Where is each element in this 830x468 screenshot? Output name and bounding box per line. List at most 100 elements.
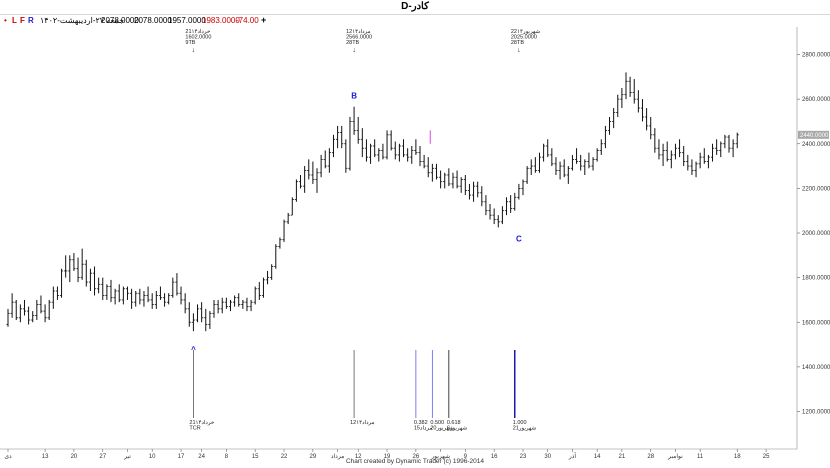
price-axis: 1200.0000 1400.0000 1600.0000 1800.0000 2000… xyxy=(797,53,830,416)
ohlc-bar xyxy=(595,148,599,162)
cycle-label: 21شهریور xyxy=(513,426,537,432)
ohlc-bar xyxy=(480,186,484,207)
x-tick-label: 26 xyxy=(413,454,420,460)
ohlc-bar xyxy=(31,311,35,323)
ohlc-bar xyxy=(702,148,706,164)
ohlc-bar xyxy=(80,248,84,280)
file-button[interactable]: F xyxy=(20,16,25,25)
last-price-label: 2440.0000 xyxy=(800,133,829,139)
ohlc-bar xyxy=(484,195,488,216)
cycle-label: 6شهریور xyxy=(447,426,468,432)
ohlc-bar xyxy=(504,197,509,216)
refresh-button[interactable]: R xyxy=(28,16,34,25)
ohlc-bar xyxy=(270,264,274,280)
ohlc-bar xyxy=(682,145,686,167)
ohlc-bar xyxy=(690,159,694,175)
change-value: -74.00 xyxy=(236,16,259,25)
add-button[interactable]: + xyxy=(261,15,267,25)
ohlc-bar xyxy=(476,181,480,198)
ohlc-bar xyxy=(212,299,216,318)
ohlc-bar xyxy=(727,134,731,153)
ohlc-bar xyxy=(574,148,579,164)
ohlc-bar xyxy=(35,299,39,321)
ohlc-bar xyxy=(117,284,121,303)
ohlc-bar xyxy=(344,139,348,173)
x-tick-label: 27 xyxy=(99,454,106,460)
x-tick-label: 25 xyxy=(763,454,770,460)
y-tick-label: 1400.0000 xyxy=(802,365,830,371)
ohlc-bar xyxy=(710,143,715,162)
ohlc-bar xyxy=(430,163,434,182)
ohlc-bar xyxy=(669,150,673,169)
x-tick-label: 29 xyxy=(310,454,317,460)
ohlc-bar xyxy=(603,125,607,149)
ohlc-bar xyxy=(187,302,191,327)
ohlc-bar xyxy=(529,159,533,175)
ohlc-bar xyxy=(719,141,723,158)
ohlc-bar xyxy=(698,152,702,169)
ohlc-bar xyxy=(294,179,298,202)
ohlc-bar xyxy=(558,161,562,180)
ohlc-bar xyxy=(414,139,418,155)
ohlc-bar xyxy=(368,143,373,164)
ohlc-bar xyxy=(583,159,587,175)
chart-credit: Chart created by Dynamic Trader (c) 1996… xyxy=(346,458,484,465)
ohlc-bar xyxy=(158,286,163,300)
ohlc-bar xyxy=(348,116,352,171)
status-dot: • xyxy=(4,16,7,25)
ohlc-bar xyxy=(443,172,447,189)
ohlc-bar xyxy=(410,145,414,164)
x-tick-label: آذر xyxy=(568,452,577,460)
ohlc-bar xyxy=(47,299,51,321)
ohlc-bar xyxy=(105,284,109,300)
x-tick-label: 14 xyxy=(594,454,601,460)
ohlc-bar xyxy=(18,304,22,323)
x-tick-label: 22 xyxy=(281,454,288,460)
ohlc-bar xyxy=(393,141,397,160)
ohlc-bar xyxy=(233,295,237,307)
ohlc-bar xyxy=(282,219,286,242)
ohlc-bar xyxy=(10,293,14,318)
x-tick-label: 18 xyxy=(734,454,741,460)
ohlc-bar xyxy=(389,130,393,151)
ohlc-bar xyxy=(488,203,492,220)
ohlc-bar xyxy=(253,286,257,305)
ohlc-bar xyxy=(706,154,710,169)
pivot-label-^: ^ xyxy=(191,345,196,354)
ohlc-bar xyxy=(245,297,249,312)
ohlc-bar xyxy=(640,99,645,122)
pivot-top-arrow: ↓ xyxy=(192,47,196,54)
ohlc-bar xyxy=(39,295,43,314)
pivot-top-label: 2025.0000 xyxy=(511,35,537,41)
ohlc-bar xyxy=(612,108,616,129)
ohlc-bar xyxy=(274,244,278,269)
ohlc-bars xyxy=(6,72,739,332)
log-button[interactable]: L xyxy=(12,16,17,25)
ohlc-bar xyxy=(315,168,319,193)
ohlc-bar xyxy=(657,139,661,160)
pivot-bottom-label: TCR xyxy=(189,426,200,432)
pivot-top-label: 21خرداد۱۴ xyxy=(185,28,211,35)
pivot-top-label: 12مرداد۱۴ xyxy=(346,28,371,35)
ohlc-bar xyxy=(134,291,138,307)
ohlc-bar xyxy=(167,293,171,305)
ohlc-bar xyxy=(150,293,154,309)
price-axis-area xyxy=(797,27,830,447)
ohlc-bar xyxy=(183,293,187,314)
ohlc-bar xyxy=(492,208,496,225)
ohlc-bar xyxy=(278,237,282,249)
ohlc-bar xyxy=(632,79,636,104)
ohlc-bar xyxy=(68,255,72,283)
y-tick-label: 2800.0000 xyxy=(802,53,830,59)
ohlc-bar xyxy=(694,161,698,178)
ohlc-bar xyxy=(550,148,554,167)
pivot-bottom-label: 21خرداد۱۴ xyxy=(189,419,215,426)
x-tick-label: 8 xyxy=(225,454,229,460)
ohlc-bar xyxy=(92,266,97,296)
ohlc-bar xyxy=(130,288,134,309)
open-value: 2078.0000 xyxy=(101,16,139,25)
ohlc-bar xyxy=(509,195,513,213)
ohlc-bar xyxy=(426,157,430,178)
ohlc-bar xyxy=(195,304,200,323)
